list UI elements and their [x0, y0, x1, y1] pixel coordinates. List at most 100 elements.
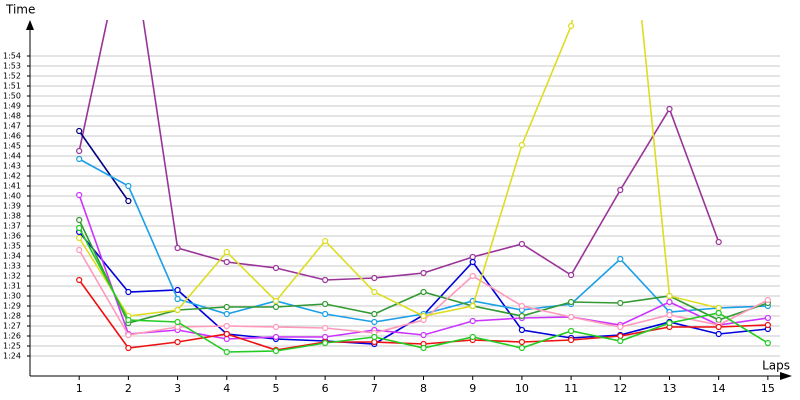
point: [322, 300, 329, 308]
point: [223, 258, 230, 266]
point: [272, 347, 280, 355]
point: [125, 288, 132, 296]
point: [420, 331, 427, 339]
point: [371, 338, 378, 346]
x-tick-label: 12: [613, 382, 627, 395]
x-tick-label: 4: [223, 382, 230, 395]
point: [174, 338, 181, 346]
point: [76, 127, 83, 135]
point: [568, 336, 575, 344]
y-tick-label: 1:26: [3, 332, 21, 341]
point: [715, 238, 722, 246]
point: [715, 330, 722, 338]
y-tick-label: 1:36: [3, 232, 21, 241]
y-tick-label: 1:42: [3, 172, 21, 181]
point: [617, 186, 624, 194]
point: [518, 240, 526, 248]
point: [174, 286, 181, 294]
point: [125, 331, 132, 339]
y-tick-label: 1:45: [3, 142, 21, 151]
point: [518, 344, 526, 352]
y-tick-label: 1:24: [3, 352, 21, 361]
y-tick-label: 1:31: [3, 282, 21, 291]
series-line: [78, 20, 719, 317]
y-tick-label: 1:44: [3, 152, 21, 161]
point: [322, 310, 329, 318]
point: [76, 147, 83, 155]
y-tick-label: 1:25: [3, 342, 21, 351]
series-line: [78, 130, 130, 202]
point: [174, 244, 181, 252]
point: [617, 337, 624, 345]
point: [223, 310, 230, 318]
y-tick-label: 1:48: [3, 112, 21, 121]
point: [272, 323, 280, 331]
point: [518, 302, 526, 310]
point: [568, 298, 575, 306]
y-tick-label: 1:38: [3, 212, 21, 221]
point: [76, 234, 83, 242]
point: [469, 333, 476, 341]
point: [568, 327, 575, 335]
y-tick-label: 1:41: [3, 182, 21, 191]
point: [371, 318, 378, 326]
x-tick-label: 8: [420, 382, 427, 395]
x-tick-label: 1: [76, 382, 83, 395]
x-tick-label: 13: [662, 382, 676, 395]
x-tick-label: 7: [371, 382, 378, 395]
point: [617, 332, 624, 340]
y-axis-label: Time: [5, 3, 35, 17]
point: [223, 330, 230, 338]
y-tick-label: 1:39: [3, 202, 21, 211]
point: [518, 338, 526, 346]
point: [272, 303, 280, 311]
point: [76, 216, 83, 224]
point: [568, 271, 575, 279]
y-tick-label: 1:47: [3, 122, 21, 131]
point: [518, 312, 526, 320]
y-axis-arrow: [26, 20, 34, 30]
point: [518, 326, 526, 334]
point: [666, 105, 673, 113]
point: [617, 255, 624, 263]
y-tick-label: 1:40: [3, 192, 21, 201]
point: [223, 303, 230, 311]
point: [174, 295, 181, 303]
point: [420, 269, 427, 277]
point: [76, 155, 83, 163]
point: [764, 314, 771, 322]
point: [617, 299, 624, 307]
x-tick-label: 11: [564, 382, 578, 395]
point: [617, 323, 624, 331]
x-tick-label: 2: [125, 382, 132, 395]
point: [322, 324, 329, 332]
point: [469, 258, 476, 266]
point: [125, 182, 132, 190]
point: [223, 248, 230, 256]
point: [371, 310, 378, 318]
point: [420, 288, 427, 296]
x-tick-label: 15: [761, 382, 775, 395]
point: [76, 246, 83, 254]
point: [666, 311, 673, 319]
point: [764, 339, 771, 347]
point: [518, 141, 526, 149]
point: [666, 319, 673, 327]
y-tick-label: 1:33: [3, 262, 21, 271]
point: [322, 333, 329, 341]
x-axis-label: Laps: [762, 359, 790, 373]
point: [223, 335, 230, 343]
point: [715, 304, 722, 312]
y-tick-label: 1:30: [3, 292, 21, 301]
point: [272, 297, 280, 305]
point: [174, 306, 181, 314]
point: [666, 298, 673, 306]
point: [322, 276, 329, 284]
y-tick-label: 1:37: [3, 222, 21, 231]
point: [764, 296, 771, 304]
y-tick-label: 1:46: [3, 132, 21, 141]
x-tick-label: 5: [272, 382, 279, 395]
point: [371, 333, 378, 341]
point: [371, 274, 378, 282]
point: [125, 316, 132, 324]
